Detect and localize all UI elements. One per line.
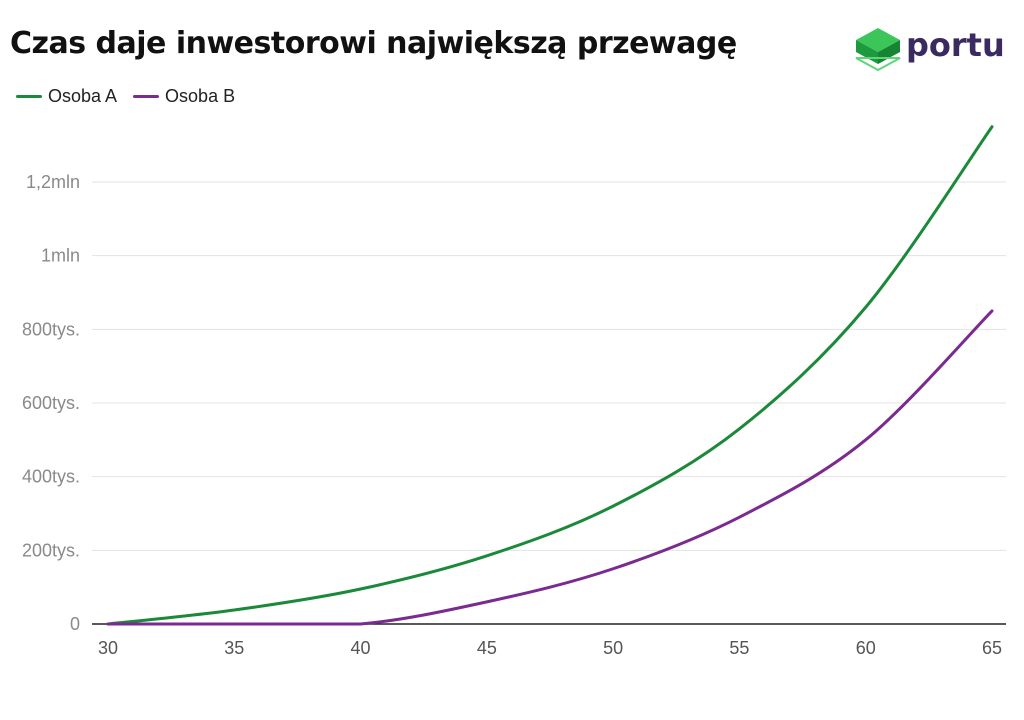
page-title: Czas daje inwestorowi największą przewag… — [10, 26, 737, 61]
x-tick-label: 65 — [982, 638, 1002, 658]
y-tick-label: 800tys. — [22, 319, 80, 339]
legend-item-osoba-b: Osoba B — [133, 86, 235, 107]
portu-logo: portu — [852, 24, 1012, 80]
legend-item-osoba-a: Osoba A — [16, 86, 117, 107]
legend-label-osoba-a: Osoba A — [48, 86, 118, 106]
series-line-osoba-a — [106, 125, 994, 626]
y-tick-label: 1,2mln — [26, 172, 80, 192]
legend-swatch-osoba-b — [133, 95, 160, 98]
x-tick-label: 55 — [729, 638, 749, 658]
legend-label-osoba-b: Osoba B — [165, 86, 236, 106]
logo-text: portu — [906, 26, 1005, 64]
stacked-cube-icon — [855, 28, 901, 72]
legend-swatch-osoba-a — [16, 95, 42, 98]
x-tick-label: 50 — [603, 638, 623, 658]
y-tick-label: 400tys. — [22, 467, 80, 487]
y-tick-label: 1mln — [41, 246, 80, 266]
legend: Osoba A Osoba B — [16, 86, 235, 107]
x-tick-label: 35 — [224, 638, 244, 658]
x-tick-label: 60 — [856, 638, 876, 658]
series-line-osoba-b — [106, 309, 994, 626]
y-tick-label: 0 — [70, 614, 80, 634]
x-tick-label: 40 — [351, 638, 371, 658]
x-tick-label: 45 — [477, 638, 497, 658]
y-tick-label: 600tys. — [22, 393, 80, 413]
y-tick-label: 200tys. — [22, 540, 80, 560]
x-tick-label: 30 — [98, 638, 118, 658]
